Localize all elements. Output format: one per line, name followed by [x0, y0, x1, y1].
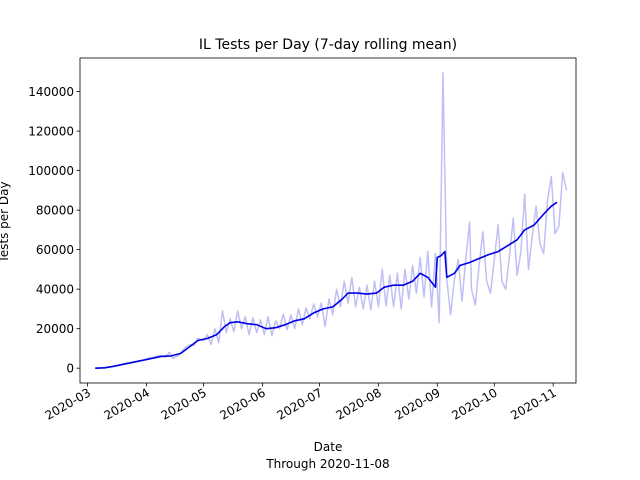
chart-title: IL Tests per Day (7-day rolling mean)	[199, 37, 457, 53]
x-tick-label: 2020-11	[508, 385, 558, 422]
plot-lines	[95, 72, 568, 369]
x-axis-label: Date	[314, 440, 343, 454]
x-axis-sublabel: Through 2020-11-08	[265, 457, 389, 471]
x-tick-label: 2020-06	[217, 385, 267, 422]
x-tick-label: 2020-04	[102, 385, 152, 422]
daily-tests-line	[95, 72, 568, 369]
x-tick-label: 2020-09	[392, 385, 442, 422]
y-axis: 0 20000 40000 60000 80000 100000 120000 140000	[28, 85, 80, 376]
y-tick-label: 20000	[36, 322, 74, 336]
x-tick-label: 2020-05	[159, 385, 209, 422]
rolling-mean-line	[95, 201, 558, 369]
x-tick-label: 2020-10	[449, 385, 499, 422]
y-tick-label: 0	[66, 362, 74, 376]
x-axis: 2020-03 2020-04 2020-05 2020-06 2020-07 2020-…	[43, 383, 559, 423]
x-tick-label: 2020-08	[333, 385, 383, 422]
y-tick-label: 40000	[36, 283, 74, 297]
y-tick-label: 60000	[36, 243, 74, 257]
y-tick-label: 80000	[36, 204, 74, 218]
plot-frame	[79, 57, 577, 384]
y-axis-label: Tests per Day	[0, 181, 11, 263]
x-tick-label: 2020-03	[43, 385, 93, 422]
y-tick-label: 120000	[28, 125, 74, 139]
y-tick-label: 140000	[28, 85, 74, 99]
y-tick-label: 100000	[28, 164, 74, 178]
x-tick-label: 2020-07	[274, 385, 324, 422]
